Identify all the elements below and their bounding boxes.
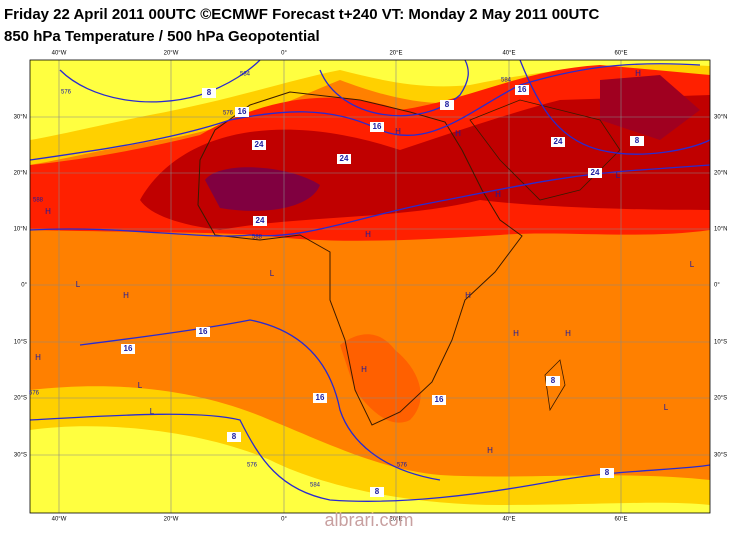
longitude-label: 20°E	[389, 517, 402, 523]
temperature-label: 8	[207, 88, 212, 97]
latitude-label: 10°S	[14, 340, 27, 346]
pressure-centre: H	[513, 329, 519, 338]
pressure-centre: H	[45, 207, 51, 216]
map-frame	[29, 59, 711, 514]
pressure-centre: H	[123, 291, 129, 300]
latitude-label: 30°N	[14, 115, 27, 121]
temperature-label: 16	[238, 107, 247, 116]
longitude-label: 40°W	[52, 517, 67, 523]
latitude-label: 10°N	[714, 227, 727, 233]
longitude-label: 40°W	[52, 51, 67, 57]
coastline-africa	[197, 91, 523, 426]
latitude-label: 10°S	[714, 340, 727, 346]
geopotential-label: 576	[247, 463, 258, 469]
temperature-label: 24	[255, 140, 264, 149]
temperature-label: 16	[124, 344, 133, 353]
pressure-centre: L	[76, 280, 81, 289]
temperature-label: 8	[445, 100, 450, 109]
longitude-label: 40°E	[502, 517, 515, 523]
latitude-label: 30°S	[714, 453, 727, 459]
longitude-label: 40°E	[502, 51, 515, 57]
latitude-label: 0°	[714, 283, 720, 289]
temperature-label: 24	[554, 137, 563, 146]
geopotential-label: 584	[240, 72, 251, 78]
pressure-centre: H	[565, 329, 571, 338]
temperature-label: 16	[373, 122, 382, 131]
latitude-label: 30°N	[714, 115, 727, 121]
longitude-label: 20°E	[389, 51, 402, 57]
latitude-label: 20°N	[714, 171, 727, 177]
coastline-madagascar	[544, 359, 566, 412]
longitude-label: 20°W	[164, 51, 179, 57]
temperature-label: 8	[551, 376, 556, 385]
geopotential-label: 588	[252, 235, 263, 241]
latitude-label: 30°S	[14, 453, 27, 459]
latitude-label: 20°N	[14, 171, 27, 177]
longitude-label: 60°E	[614, 517, 627, 523]
pressure-centre: L	[616, 171, 621, 180]
temperature-label: 16	[435, 395, 444, 404]
pressure-centre: H	[635, 69, 641, 78]
geopotential-label: 576	[29, 391, 40, 397]
graticule	[30, 60, 710, 513]
title-line1: Friday 22 April 2011 00UTC ©ECMWF Foreca…	[4, 6, 599, 23]
labels: 40°W 40°W 20°W 20°W 0° 0° 20°E 20°E 40°E 40°E 60°E…	[14, 51, 728, 523]
geopotential-label: 584	[501, 78, 512, 84]
pressure-centre: H	[465, 291, 471, 300]
geopotential-label: 588	[33, 198, 44, 204]
temperature-label: 24	[591, 168, 600, 177]
pressure-centre: H	[395, 127, 401, 136]
temperature-label: 8	[232, 432, 237, 441]
pressure-centre: H	[361, 365, 367, 374]
latitude-label: 20°S	[14, 396, 27, 402]
temperature-label: 24	[340, 154, 349, 163]
pressure-centre: L	[150, 407, 155, 416]
temperature-label: 8	[375, 487, 380, 496]
pressure-centre: H	[495, 190, 501, 199]
pressure-centre: H	[487, 446, 493, 455]
pressure-centre: H	[35, 353, 41, 362]
temperature-label: 16	[518, 85, 527, 94]
geopotential-label: 576	[61, 90, 72, 96]
longitude-label: 0°	[281, 51, 287, 57]
geopotential-label: 584	[310, 483, 321, 489]
temperature-label: 16	[316, 393, 325, 402]
geopotential-label: 576	[223, 111, 234, 117]
pressure-centre: H	[365, 230, 371, 239]
latitude-label: 10°N	[14, 227, 27, 233]
longitude-label: 0°	[281, 517, 287, 523]
title-line2: 850 hPa Temperature / 500 hPa Geopotenti…	[4, 28, 320, 45]
pressure-centre: L	[664, 403, 669, 412]
temperature-label: 16	[199, 327, 208, 336]
pressure-centre: L	[270, 269, 275, 278]
watermark: albrari.com	[324, 510, 413, 530]
geopotential-label: 576	[397, 463, 408, 469]
longitude-label: 60°E	[614, 51, 627, 57]
pressure-centre: L	[138, 381, 143, 390]
temperature-label: 8	[605, 468, 610, 477]
temperature-label: 24	[256, 216, 265, 225]
map-area	[30, 60, 710, 513]
temperature-label: 8	[635, 136, 640, 145]
pressure-centre: H	[455, 129, 461, 138]
latitude-label: 0°	[21, 283, 27, 289]
latitude-label: 20°S	[714, 396, 727, 402]
longitude-label: 20°W	[164, 517, 179, 523]
pressure-centre: L	[690, 260, 695, 269]
